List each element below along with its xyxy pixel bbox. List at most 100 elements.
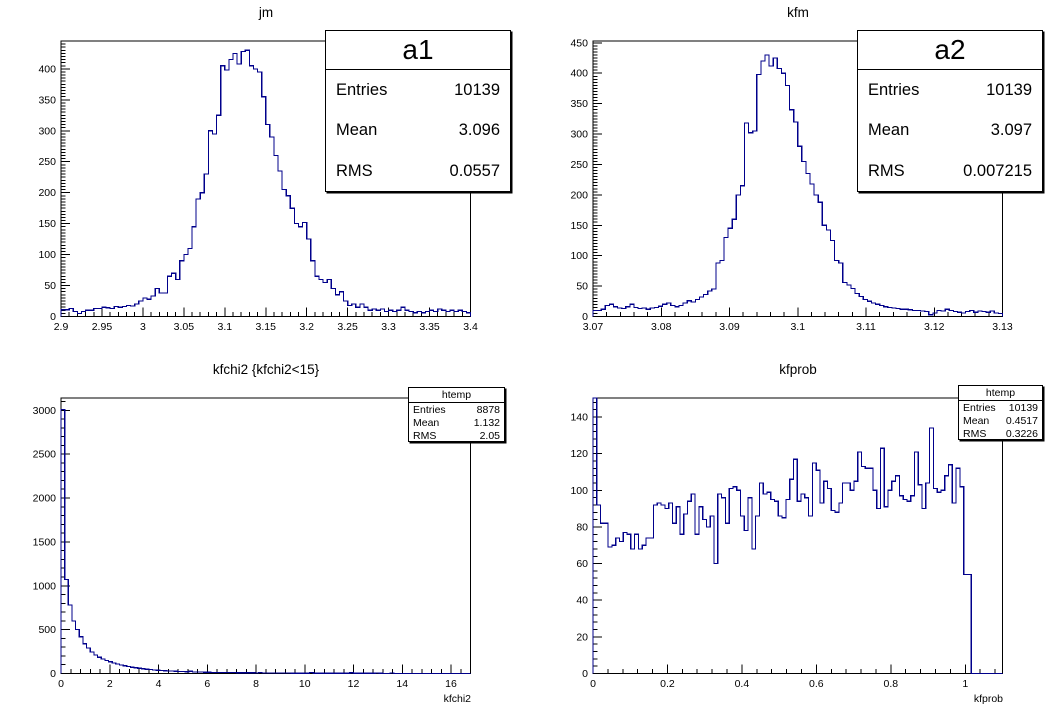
y-tick-label: 100 bbox=[570, 485, 588, 497]
stats-row-mean: Mean 1.132 bbox=[409, 416, 504, 429]
x-tick-label: 3.25 bbox=[337, 321, 358, 333]
y-tick-label: 350 bbox=[570, 98, 588, 110]
stats-value: 1.132 bbox=[473, 416, 500, 429]
x-tick-label: 8 bbox=[253, 678, 259, 690]
stats-row-mean: Mean 3.096 bbox=[326, 111, 510, 152]
stats-row-entries: Entries 10139 bbox=[326, 70, 510, 111]
stats-label: Entries bbox=[963, 401, 996, 414]
stats-value: 3.097 bbox=[990, 121, 1032, 140]
plot-area-jm: 2.9 2.95 3 3.05 3.1 3.15 3.2 3.25 3.3 3.35 3.4 0 50 1… bbox=[38, 40, 478, 333]
x-tick-label: 3.1 bbox=[217, 321, 232, 333]
x-tick-label: 3.3 bbox=[381, 321, 396, 333]
plot-frame bbox=[592, 397, 1003, 674]
y-tick-label: 60 bbox=[576, 558, 588, 570]
x-tick-label: 3.35 bbox=[419, 321, 440, 333]
x-tick-label: 10 bbox=[299, 678, 311, 690]
y-tick-label: 200 bbox=[38, 187, 56, 199]
y-tick-label: 400 bbox=[38, 63, 56, 75]
y-tick-label: 350 bbox=[38, 94, 56, 106]
y-tick-label: 150 bbox=[570, 220, 588, 232]
plot-title-kfchi2: kfchi2 {kfchi2<15} bbox=[212, 362, 320, 377]
stats-label: Mean bbox=[336, 121, 378, 140]
x-tick-label: 3 bbox=[140, 321, 146, 333]
y-tick-label: 200 bbox=[570, 189, 588, 201]
y-tick-label: 400 bbox=[570, 68, 588, 80]
stats-value: 0.4517 bbox=[1005, 414, 1038, 427]
plot-area-kfprob: 0 0.2 0.4 0.6 0.8 1 0 20 40 60 80 100 120 140 bbox=[570, 397, 1003, 690]
x-tick-label: 0.2 bbox=[660, 678, 675, 690]
stats-value: 8878 bbox=[476, 403, 500, 416]
x-tick-label: 3.1 bbox=[790, 321, 805, 333]
stats-box-title: a1 bbox=[326, 31, 510, 70]
y-tick-label: 50 bbox=[576, 281, 588, 293]
y-tick-label: 0 bbox=[50, 668, 56, 680]
stats-box-title: a2 bbox=[858, 31, 1042, 70]
x-tick-label: 14 bbox=[396, 678, 408, 690]
pad-kfm: kfm 3.07 3.08 3.09 3.1 3.11 3.12 3.13 0 50 100 150… bbox=[532, 0, 1064, 358]
x-tick-label: 0.4 bbox=[735, 678, 750, 690]
stats-row-entries: Entries 10139 bbox=[858, 70, 1042, 111]
plot-area-kfchi2: 0 2 4 6 8 10 12 14 16 0 500 1000 1500 2000 2500 3000 bbox=[33, 397, 471, 690]
plot-title-kfm: kfm bbox=[787, 5, 809, 20]
stats-box-htemp-kfchi2: htemp Entries 8878 Mean 1.132 RMS 2.05 bbox=[408, 387, 505, 442]
pad-jm: jm 2.9 2.95 3 3.05 3.1 3.15 3.2 3.25 3.3 3.35 3.4 0… bbox=[0, 0, 532, 358]
stats-label: RMS bbox=[336, 161, 373, 180]
x-tick-label: 2.9 bbox=[54, 321, 69, 333]
histogram-line bbox=[60, 408, 471, 675]
stats-box-a2: a2 Entries 10139 Mean 3.097 RMS 0.007215 bbox=[857, 30, 1043, 192]
x-tick-label: 16 bbox=[445, 678, 457, 690]
y-tick-label: 2000 bbox=[33, 493, 57, 505]
stats-value: 10139 bbox=[986, 80, 1032, 99]
stats-value: 0.0557 bbox=[449, 161, 500, 180]
pad-kfchi2: kfchi2 {kfchi2<15} 0 2 4 6 8 10 12 14 16 0 500 1000… bbox=[0, 357, 532, 715]
stats-label: Mean bbox=[868, 121, 910, 140]
y-tick-label: 120 bbox=[570, 448, 588, 460]
y-tick-label: 2500 bbox=[33, 449, 57, 461]
pad-kfprob: kfprob 0 0.2 0.4 0.6 0.8 1 0 20 40 60 80 100 120 140 … bbox=[532, 357, 1064, 715]
stats-value: 0.007215 bbox=[963, 161, 1032, 180]
y-tick-label: 150 bbox=[38, 218, 56, 230]
y-tick-label: 0 bbox=[582, 311, 588, 323]
y-tick-label: 0 bbox=[582, 668, 588, 680]
x-tick-label: 3.11 bbox=[856, 321, 876, 333]
stats-value: 2.05 bbox=[479, 429, 500, 442]
x-tick-label: 3.2 bbox=[299, 321, 314, 333]
stats-row-mean: Mean 3.097 bbox=[858, 111, 1042, 152]
x-tick-label: 3.15 bbox=[256, 321, 277, 333]
x-tick-label: 3.09 bbox=[719, 321, 740, 333]
x-tick-label: 3.12 bbox=[924, 321, 945, 333]
x-tick-label: 3.07 bbox=[583, 321, 604, 333]
y-tick-label: 300 bbox=[570, 129, 588, 141]
x-tick-label: 3.13 bbox=[992, 321, 1013, 333]
plot-title-jm: jm bbox=[258, 5, 274, 20]
x-tick-label: 0.6 bbox=[809, 678, 824, 690]
stats-label: Entries bbox=[336, 80, 388, 99]
x-tick-label: 6 bbox=[204, 678, 210, 690]
x-tick-label: 3.4 bbox=[463, 321, 478, 333]
stats-row-rms: RMS 0.007215 bbox=[858, 151, 1042, 192]
x-tick-label: 2 bbox=[107, 678, 113, 690]
y-tick-label: 100 bbox=[38, 249, 56, 261]
y-tick-label: 1000 bbox=[33, 580, 57, 592]
stats-row-rms: RMS 0.0557 bbox=[326, 151, 510, 192]
stats-row-entries: Entries 8878 bbox=[409, 403, 504, 416]
x-tick-label: 0.8 bbox=[884, 678, 899, 690]
histogram-line bbox=[592, 54, 1004, 317]
histogram-line bbox=[60, 49, 472, 317]
stats-label: Mean bbox=[413, 416, 440, 429]
stats-box-title: htemp bbox=[959, 386, 1042, 401]
y-tick-label: 300 bbox=[38, 125, 56, 137]
y-tick-label: 450 bbox=[570, 37, 588, 49]
x-tick-label: 1 bbox=[962, 678, 968, 690]
stats-label: RMS bbox=[963, 427, 987, 440]
x-tick-label: 4 bbox=[156, 678, 162, 690]
stats-box-title: htemp bbox=[409, 388, 504, 403]
stats-label: Mean bbox=[963, 414, 990, 427]
y-tick-label: 250 bbox=[570, 159, 588, 171]
y-tick-label: 3000 bbox=[33, 405, 57, 417]
stats-box-htemp-kfprob: htemp Entries 10139 Mean 0.4517 RMS 0.32… bbox=[958, 385, 1043, 440]
stats-label: Entries bbox=[868, 80, 920, 99]
y-tick-label: 50 bbox=[44, 280, 56, 292]
stats-value: 10139 bbox=[454, 80, 500, 99]
